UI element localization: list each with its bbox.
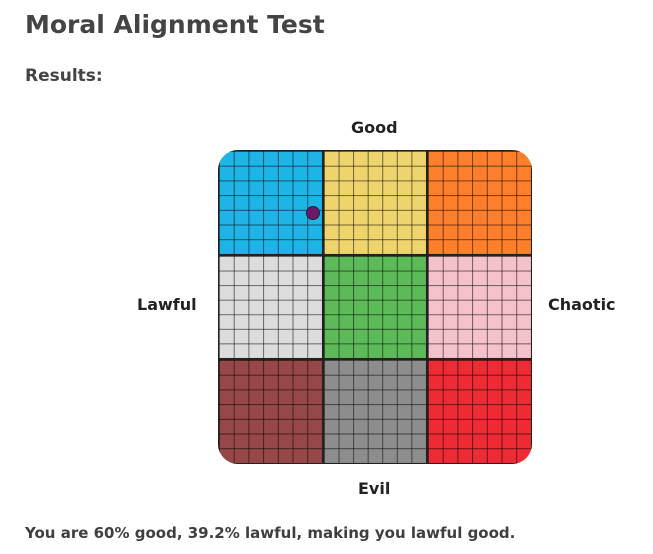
cell-chaotic-evil	[427, 359, 532, 464]
cell-lawful-neutral	[218, 254, 323, 360]
page-title: Moral Alignment Test	[25, 10, 325, 39]
results-heading: Results:	[25, 66, 103, 86]
cell-chaotic-neutral	[427, 254, 532, 360]
cell-neutral-good	[322, 150, 428, 255]
cell-true-neutral	[322, 254, 428, 360]
cell-neutral-evil	[322, 359, 428, 464]
axis-label-good: Good	[351, 118, 398, 137]
axis-label-lawful: Lawful	[137, 295, 197, 314]
axis-label-evil: Evil	[358, 479, 391, 498]
result-text: You are 60% good, 39.2% lawful, making y…	[25, 524, 516, 542]
alignment-marker	[306, 205, 321, 220]
axis-label-chaotic: Chaotic	[548, 295, 616, 314]
alignment-chart	[218, 150, 532, 464]
cell-lawful-evil	[218, 359, 323, 464]
cell-lawful-good	[218, 150, 323, 255]
cell-chaotic-good	[427, 150, 532, 255]
